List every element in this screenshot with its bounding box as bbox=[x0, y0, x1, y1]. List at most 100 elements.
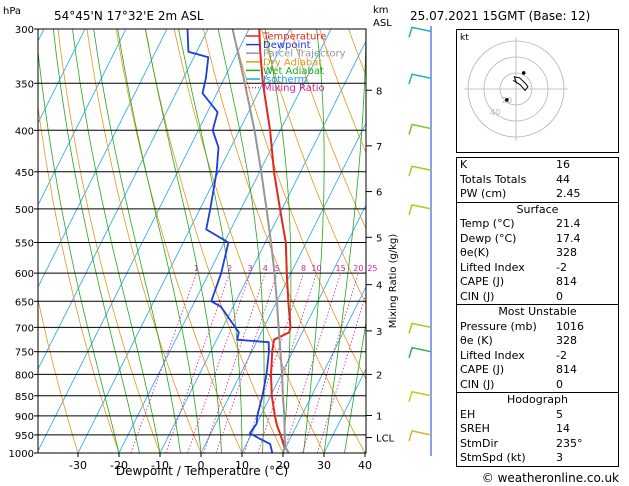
stat-row: Pressure (mb) 1016 bbox=[457, 320, 618, 335]
mixing-ratio-label: 3 bbox=[248, 264, 253, 273]
wet-adiabat-line bbox=[72, 29, 161, 453]
stat-row: PW (cm) 2.45 bbox=[457, 187, 618, 202]
stat-label: Dewp (°C) bbox=[460, 231, 517, 245]
mixing-ratio-label: 15 bbox=[336, 264, 346, 273]
wind-barb bbox=[408, 165, 432, 177]
wet-adiabat-line bbox=[38, 48, 120, 453]
stat-row: Totals Totals 44 bbox=[457, 173, 618, 188]
isotherm-line bbox=[200, 122, 366, 453]
hodograph-ring-label: 40 bbox=[490, 108, 500, 117]
stat-label: Totals Totals bbox=[460, 172, 527, 186]
surface-title: Surface bbox=[516, 202, 559, 216]
stat-label: CIN (J) bbox=[460, 377, 495, 391]
pressure-tick-label: 900 bbox=[15, 412, 34, 423]
pressure-tick-label: 1000 bbox=[9, 449, 34, 460]
copyright-footer: © weatheronline.co.uk bbox=[481, 471, 619, 485]
wind-barb bbox=[408, 123, 432, 135]
wind-barb bbox=[408, 26, 432, 38]
mixing-ratio-line bbox=[301, 272, 359, 453]
stat-value: 328 bbox=[556, 246, 577, 259]
height-tick-label: 4 bbox=[376, 281, 382, 292]
stat-label: SREH bbox=[460, 422, 490, 435]
stat-label: CAPE (J) bbox=[460, 363, 505, 376]
wind-barb bbox=[408, 346, 432, 358]
stat-row: EH 5 bbox=[457, 408, 618, 423]
height-tick-label: LCL bbox=[376, 434, 395, 445]
stat-label: CAPE (J) bbox=[460, 275, 505, 288]
height-tick-label: 8 bbox=[376, 86, 382, 97]
mixing-ratio-label: 5 bbox=[275, 264, 280, 273]
plot-frame bbox=[37, 28, 367, 454]
dry-adiabat-line bbox=[115, 29, 243, 453]
legend-label: Isotherm bbox=[263, 75, 307, 86]
stat-value: 328 bbox=[556, 334, 577, 347]
wet-adiabat-line bbox=[217, 29, 265, 453]
hodograph-frame bbox=[456, 29, 619, 153]
wet-adiabat-line bbox=[117, 29, 202, 453]
temperature-tick-label: -20 bbox=[110, 459, 128, 472]
stat-value: 21.4 bbox=[556, 217, 581, 230]
isotherm-line bbox=[38, 29, 209, 370]
mixing-ratio-line bbox=[203, 272, 266, 453]
pressure-tick-label: 850 bbox=[15, 392, 34, 403]
stat-row: CIN (J) 0 bbox=[457, 378, 618, 393]
temperature-tick-label: 40 bbox=[358, 459, 372, 472]
isotherm-line bbox=[0, 29, 3, 453]
profile-lines bbox=[186, 29, 292, 453]
legend-label: Wet Adiabat bbox=[263, 66, 324, 77]
pressure-tick-label: 700 bbox=[15, 323, 34, 334]
datetime-label: 25.07.2021 15GMT (Base: 12) bbox=[410, 9, 591, 23]
stat-value: 2.45 bbox=[556, 187, 581, 200]
pressure-tick-label: 350 bbox=[15, 79, 34, 90]
isotherm-line bbox=[38, 29, 127, 206]
stat-row: Lifted Index -2 bbox=[457, 349, 618, 364]
isotherm-line bbox=[77, 29, 291, 453]
stat-row: StmDir 235° bbox=[457, 437, 618, 452]
isotherm-line bbox=[323, 368, 366, 453]
height-tick-label: 1 bbox=[376, 412, 382, 423]
hodograph: 2040 kt bbox=[456, 29, 619, 153]
pressure-tick-label: 600 bbox=[15, 269, 34, 280]
wet-adiabat-line bbox=[52, 29, 140, 453]
stat-label: Lifted Index bbox=[460, 348, 525, 362]
stat-value: 44 bbox=[556, 172, 570, 186]
stat-value: 5 bbox=[556, 407, 563, 421]
mixing-ratio-label: 10 bbox=[311, 264, 321, 273]
hodograph-storm-marker bbox=[505, 98, 509, 102]
temperature-tick-label: -10 bbox=[151, 459, 169, 472]
stat-row: θe(K) 328 bbox=[457, 246, 618, 261]
wet-adiabat-line bbox=[303, 29, 325, 453]
mixing-ratio-axis-title: Mixing Ratio (g/kg) bbox=[388, 234, 399, 329]
stat-value: 16 bbox=[556, 158, 570, 171]
dry-adiabat-line bbox=[397, 5, 456, 453]
pressure-tick-label: 300 bbox=[15, 25, 34, 36]
mixing-ratio-label: 8 bbox=[301, 264, 306, 273]
stat-label: CIN (J) bbox=[460, 289, 495, 303]
stat-value: 814 bbox=[556, 363, 577, 376]
indices-panel: K 16 Totals Totals 44 PW (cm) 2.45 Surface Te… bbox=[456, 157, 619, 467]
stat-label: PW (cm) bbox=[460, 187, 507, 200]
stat-row: CAPE (J) 814 bbox=[457, 363, 618, 378]
mixing-ratio-line bbox=[257, 272, 317, 453]
mixing-ratio-line bbox=[165, 272, 231, 453]
stat-label: θe (K) bbox=[460, 334, 493, 347]
pressure-tick-label: 800 bbox=[15, 370, 34, 381]
stat-value: -2 bbox=[556, 348, 567, 362]
stat-value: 1016 bbox=[556, 319, 584, 333]
stat-row: Temp (°C) 21.4 bbox=[457, 217, 618, 232]
mixing-ratio-label: 25 bbox=[367, 264, 377, 273]
parcel-trajectory-line bbox=[231, 29, 290, 453]
dewpoint-line bbox=[186, 29, 274, 453]
legend-label: Dewpoint bbox=[263, 40, 311, 51]
stat-value: 235° bbox=[556, 436, 583, 450]
stat-row: CAPE (J) 814 bbox=[457, 275, 618, 290]
temperature-tick-label: 20 bbox=[276, 459, 290, 472]
mixing-ratio-label: 1 bbox=[194, 264, 199, 273]
isotherm-line bbox=[159, 40, 366, 453]
stat-label: StmSpd (kt) bbox=[460, 451, 526, 464]
stat-label: Temp (°C) bbox=[460, 217, 515, 230]
stat-row: Dewp (°C) 17.4 bbox=[457, 232, 618, 247]
wet-adiabat-line bbox=[178, 29, 243, 453]
stat-row: θe (K) 328 bbox=[457, 334, 618, 349]
